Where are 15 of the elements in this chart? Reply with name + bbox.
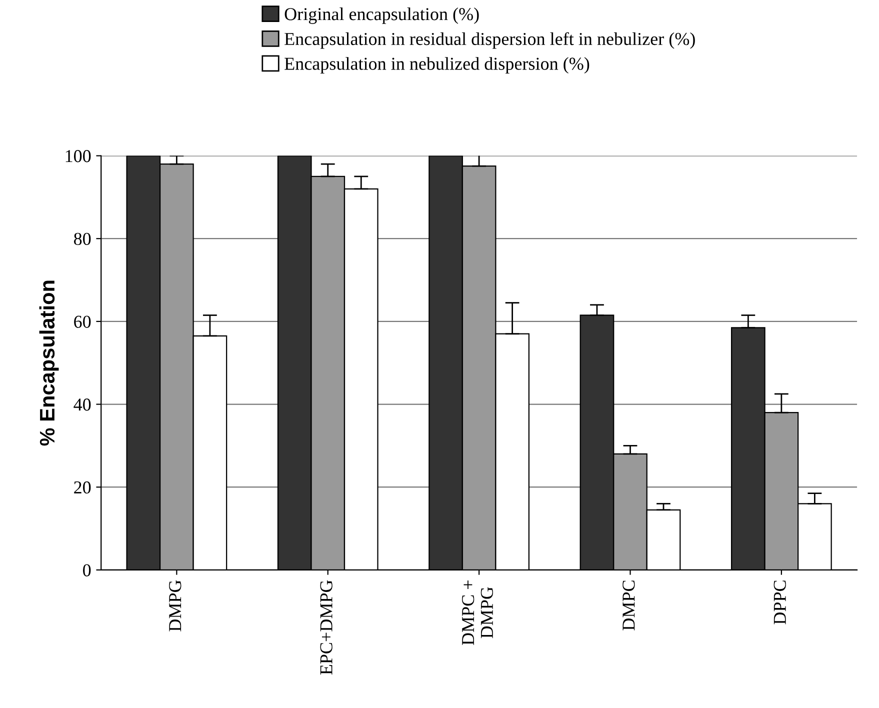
legend-label: Encapsulation in residual dispersion left in nebulizer (%) <box>284 32 695 49</box>
y-tick-label: 20 <box>74 481 91 494</box>
x-tick-label: DPPC <box>774 580 786 624</box>
x-tick-label: DMPG <box>169 580 182 632</box>
legend-label: Encapsulation in nebulized dispersion (%) <box>284 57 590 74</box>
y-tick-label: 100 <box>66 150 91 162</box>
y-tick-label: 60 <box>74 316 91 328</box>
x-tick-label: EPC+DMPG <box>320 580 332 675</box>
y-tick-label: 40 <box>74 398 91 411</box>
x-tick-label: DMPC + DMPG <box>462 580 494 646</box>
y-axis-title: % Encapsulation <box>39 280 59 446</box>
legend-label: Original encapsulation (%) <box>284 8 479 24</box>
y-tick-label: 0 <box>83 564 91 576</box>
y-tick-label: 80 <box>74 232 91 246</box>
x-tick-label: DMPC <box>622 580 635 630</box>
